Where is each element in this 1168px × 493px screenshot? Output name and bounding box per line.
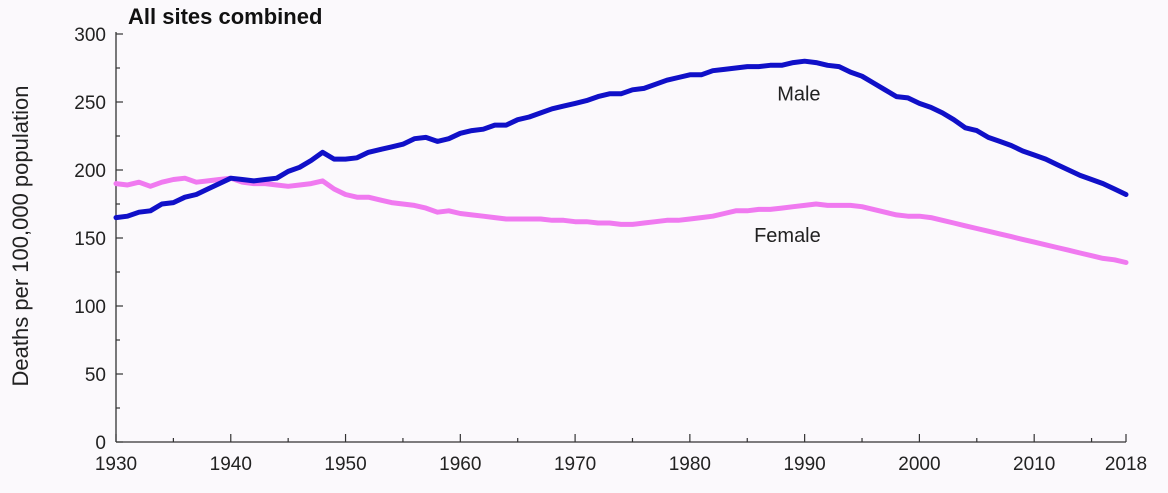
series-layer [113, 58, 1129, 265]
y-tick-label: 300 [74, 25, 106, 46]
series-labels: Male Female [754, 84, 821, 247]
x-tick-label: 1930 [95, 454, 137, 475]
y-axis-label: Deaths per 100,000 population [8, 86, 33, 387]
x-tick-label: 2018 [1105, 454, 1147, 475]
y-tick-label: 150 [74, 229, 106, 250]
x-tick-label: 1990 [783, 454, 825, 475]
x-tick-label: 1950 [324, 454, 366, 475]
x-tick-label: 1970 [554, 454, 596, 475]
y-tick-label: 50 [85, 365, 106, 386]
x-tick-label: 1960 [439, 454, 481, 475]
x-tick-label: 2010 [1013, 454, 1055, 475]
y-tick-label: 0 [95, 433, 106, 454]
series-label-female: Female [754, 225, 821, 247]
series-line-male [113, 58, 1129, 221]
series-label-male: Male [777, 84, 820, 106]
y-tick-label: 250 [74, 93, 106, 114]
x-tick-label: 1940 [210, 454, 252, 475]
x-tick-label: 1980 [669, 454, 711, 475]
chart-title: All sites combined [128, 4, 322, 29]
y-tick-label: 100 [74, 297, 106, 318]
x-tick-label: 2000 [898, 454, 940, 475]
y-tick-label: 200 [74, 161, 106, 182]
axes: 0 50 100 150 200 250 300 1930 1940 1950 1960 1970 19… [74, 25, 1147, 475]
series-line-female [113, 175, 1129, 265]
